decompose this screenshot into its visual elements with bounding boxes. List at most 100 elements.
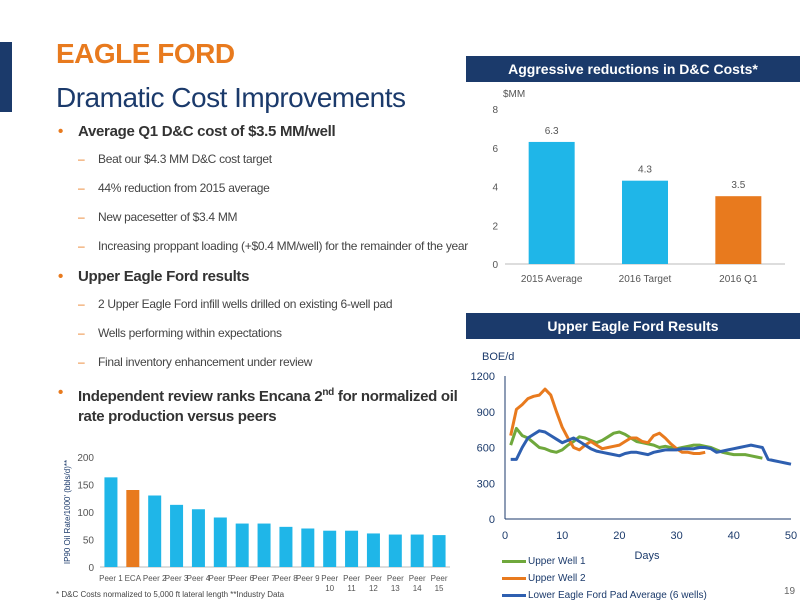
x-tick-label: 20	[613, 530, 625, 542]
bullet-upper-eagle-ford: • Upper Eagle Ford results	[56, 267, 466, 287]
y-axis-label: BOE/d	[482, 351, 514, 363]
x-tick-label: Peer 4	[187, 574, 211, 583]
bar	[410, 534, 424, 567]
bar	[213, 517, 227, 567]
bar	[148, 495, 162, 567]
x-tick-label: 15	[435, 584, 444, 593]
y-tick-label: 8	[492, 105, 498, 116]
bar	[715, 196, 762, 264]
page-title: EAGLE FORD	[56, 38, 235, 69]
x-tick-label: Peer 3	[165, 574, 189, 583]
data-label: 3.5	[731, 180, 745, 191]
sub-bullet: – Final inventory enhancement under revie…	[56, 354, 466, 370]
x-tick-label: Peer	[409, 574, 426, 583]
x-tick-label: 12	[369, 584, 378, 593]
x-tick-label: 2016 Target	[619, 274, 672, 285]
x-tick-label: Peer	[431, 574, 448, 583]
x-tick-label: Peer	[387, 574, 404, 583]
series-line	[509, 387, 706, 455]
bar	[257, 523, 271, 567]
page-number: 19	[784, 586, 796, 597]
x-tick-label: Peer 6	[230, 574, 254, 583]
y-tick-label: 50	[83, 536, 95, 547]
bullet-list: • Average Q1 D&C cost of $3.5 MM/well – Be…	[56, 122, 468, 436]
bar	[366, 533, 380, 567]
x-tick-label: 13	[391, 584, 400, 593]
legend-item-upper-well-1: Upper Well 1	[502, 553, 707, 570]
bullet-superscript: nd	[322, 387, 334, 398]
y-axis-label: $MM	[503, 89, 525, 100]
x-tick-label: Peer 5	[209, 574, 233, 583]
y-axis-label: IP90 Oil Rate/1000' (bbls/d)**	[63, 460, 72, 564]
bar	[622, 180, 668, 264]
sub-bullet-text: Final inventory enhancement under review	[98, 355, 313, 369]
y-tick-label: 100	[77, 508, 94, 519]
x-tick-label: ECA	[125, 574, 142, 583]
page-subtitle: Dramatic Cost Improvements	[56, 82, 406, 113]
x-tick-label: 50	[785, 530, 797, 542]
dash-icon: –	[78, 326, 85, 340]
dash-icon: –	[78, 297, 85, 311]
bar	[279, 526, 293, 567]
bar	[301, 528, 315, 567]
x-tick-label: Peer 9	[296, 574, 320, 583]
bar	[191, 509, 205, 567]
sub-bullet: – Increasing proppant loading (+$0.4 MM/w…	[56, 238, 468, 254]
data-label: 4.3	[638, 165, 652, 176]
y-tick-label: 2	[492, 221, 498, 232]
x-tick-label: 10	[325, 584, 334, 593]
bullet-avg-cost: • Average Q1 D&C cost of $3.5 MM/well	[56, 122, 466, 142]
bar	[170, 504, 184, 567]
sub-bullet-text: Beat our $4.3 MM D&C cost target	[98, 152, 272, 166]
x-tick-label: 0	[502, 530, 508, 542]
bar	[104, 477, 118, 567]
sub-bullet: – New pacesetter of $3.4 MM	[56, 209, 466, 225]
bullet-dot-icon: •	[58, 384, 63, 401]
y-tick-label: 0	[492, 260, 498, 271]
x-tick-label: Peer	[365, 574, 382, 583]
y-tick-label: 0	[489, 514, 495, 526]
sub-bullet-text: 2 Upper Eagle Ford infill wells drilled …	[98, 297, 393, 311]
y-tick-label: 300	[477, 478, 495, 490]
y-tick-label: 6	[492, 144, 498, 155]
dash-icon: –	[78, 210, 85, 224]
x-axis-label: Days	[634, 550, 660, 562]
legend-item-lower-pad-average: Lower Eagle Ford Pad Average (6 wells)	[502, 587, 707, 600]
bar	[528, 141, 575, 264]
bullet-text-continued: for normalized oil rate production versu…	[78, 388, 458, 425]
bar	[235, 523, 249, 567]
bullet-text: Independent review ranks Encana 2	[78, 388, 323, 405]
y-tick-label: 0	[88, 563, 94, 574]
sub-bullet: –44% reduction from 2015 average	[56, 180, 466, 196]
bar	[323, 530, 337, 567]
x-tick-label: 30	[670, 530, 682, 542]
legend-label: Lower Eagle Ford Pad Average (6 wells)	[528, 590, 707, 600]
x-tick-label: 10	[556, 530, 568, 542]
dc-cost-chart-title: Aggressive reductions in D&C Costs*	[466, 56, 800, 82]
sub-bullet: – Wells performing within expectations	[56, 325, 466, 341]
dash-icon: –	[78, 152, 85, 166]
legend-swatch	[502, 559, 526, 563]
x-tick-label: Peer 8	[274, 574, 298, 583]
bullet-dot-icon: •	[58, 123, 63, 140]
series-line	[510, 429, 792, 466]
x-tick-label: Peer	[321, 574, 338, 583]
legend-label: Upper Well 1	[528, 556, 586, 567]
bullet-independent-review: • Independent review ranks Encana 2nd for…	[56, 383, 466, 427]
dash-icon: –	[78, 355, 85, 369]
legend-swatch	[502, 593, 526, 597]
upper-eagle-ford-chart-title: Upper Eagle Ford Results	[466, 313, 800, 339]
x-tick-label: Peer	[343, 574, 360, 583]
footnote: * D&C Costs normalized to 5,000 ft later…	[56, 590, 285, 599]
legend-label: Upper Well 2	[528, 573, 586, 584]
y-tick-label: 150	[77, 481, 94, 492]
bullet-text: Average Q1 D&C cost of $3.5 MM/well	[78, 123, 336, 140]
bullet-dot-icon: •	[58, 268, 63, 285]
x-tick-label: 11	[347, 584, 356, 593]
bar	[345, 530, 359, 567]
y-tick-label: 900	[477, 407, 495, 419]
accent-bar	[0, 42, 12, 112]
y-tick-label: 1200	[471, 371, 495, 383]
